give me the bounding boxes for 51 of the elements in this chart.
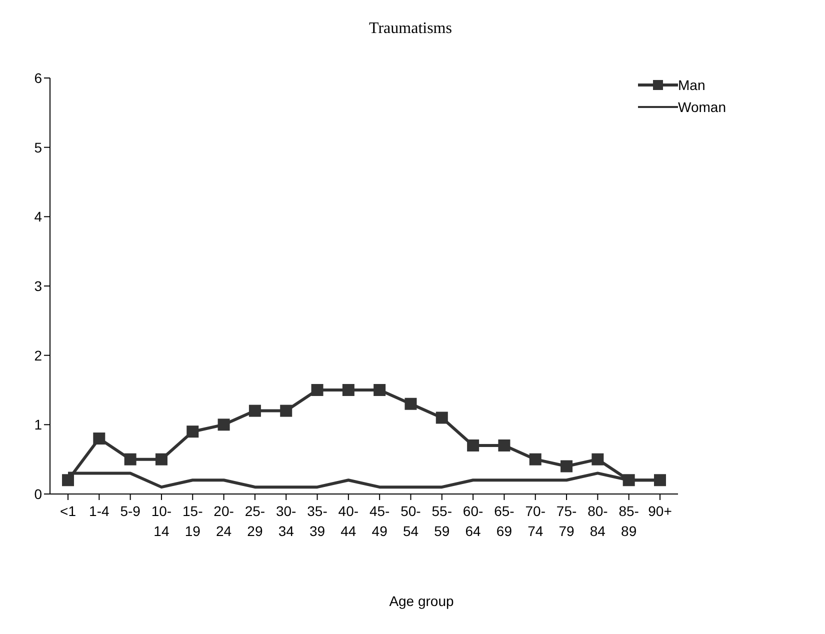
point <box>248 404 261 417</box>
x-tick-label: 50- 54 <box>400 503 422 539</box>
point <box>592 453 604 466</box>
legend-label: Woman <box>678 99 726 115</box>
y-tick-label: 4 <box>34 208 42 225</box>
y-tick-label: 5 <box>34 139 42 156</box>
y-tick-label: 2 <box>34 347 42 364</box>
x-tick-label: 40- 44 <box>338 503 359 539</box>
x-tick-label: 80- 84 <box>588 503 608 539</box>
x-tick-label: 45- 49 <box>369 503 390 539</box>
x-tick-label: 10- 14 <box>151 503 172 539</box>
point <box>93 432 106 445</box>
y-tick-label: 0 <box>34 486 42 502</box>
point <box>374 384 386 396</box>
point <box>186 426 199 438</box>
y-tick-label: 6 <box>34 70 42 86</box>
x-tick-label: <1 <box>60 503 76 519</box>
x-tick-label: 5-9 <box>120 503 141 519</box>
point <box>529 453 542 466</box>
x-tick-label: 25- 29 <box>244 503 266 539</box>
y-tick-label: 1 <box>34 416 42 433</box>
y-tick-label: 3 <box>34 278 42 294</box>
x-tick-label: 55- 59 <box>432 503 452 539</box>
x-tick-label: 35- 39 <box>307 503 328 539</box>
x-tick-label: 20- 24 <box>214 503 234 539</box>
x-tick-label: 30- 34 <box>276 503 297 539</box>
point <box>124 453 136 466</box>
point <box>342 384 354 396</box>
x-tick-label: 1-4 <box>89 503 110 519</box>
point <box>560 460 573 472</box>
x-tick-label: 60- 64 <box>462 503 484 539</box>
x-tick-label: 70- 74 <box>525 503 546 539</box>
point <box>62 474 74 486</box>
point <box>404 398 417 410</box>
chart-title: Traumatisms <box>368 20 453 38</box>
point <box>280 404 292 417</box>
x-tick-label: 65- 69 <box>494 503 515 539</box>
point <box>218 418 230 431</box>
x-tick-label: 85- 89 <box>618 503 640 539</box>
point <box>498 439 510 452</box>
point <box>467 439 480 452</box>
x-tick-label: 15- 19 <box>182 503 204 539</box>
point <box>311 384 324 396</box>
x-tick-label: 75- 79 <box>556 503 577 539</box>
x-tick-label: 90+ <box>648 503 672 519</box>
x-axis-title: Age group <box>388 593 455 609</box>
point <box>155 453 168 466</box>
point <box>654 474 666 486</box>
point <box>622 474 635 486</box>
legend-label: Man <box>678 77 706 93</box>
point <box>436 412 448 424</box>
